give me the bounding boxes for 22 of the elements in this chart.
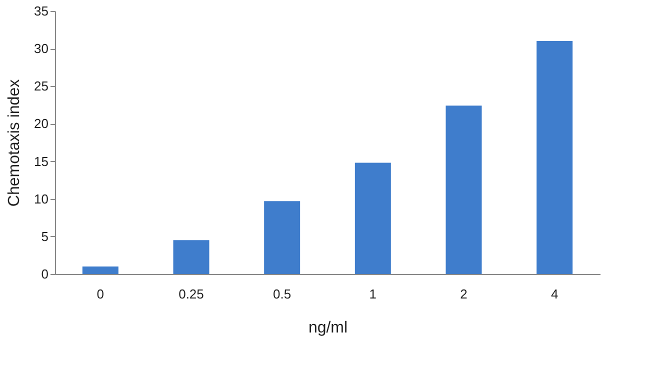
x-tick-label: 0.5: [273, 286, 292, 302]
bar: [173, 240, 210, 274]
x-tick-label: 4: [550, 286, 558, 302]
bar: [446, 106, 482, 274]
y-tick-label: 35: [34, 4, 48, 18]
bar: [264, 201, 300, 274]
y-tick-label: 20: [34, 116, 48, 132]
y-tick-label: 5: [41, 228, 48, 244]
y-tick-label: 10: [34, 191, 48, 206]
bar: [536, 41, 573, 274]
y-tick-label: 30: [34, 41, 48, 56]
y-tick-label: 25: [34, 78, 48, 94]
y-axis-title: Chemotaxis index: [6, 79, 24, 207]
x-tick-label: 0.25: [178, 286, 204, 302]
bar: [82, 266, 118, 274]
x-tick-label: 0: [96, 286, 104, 302]
x-tick-label: 1: [369, 286, 377, 302]
x-axis-title: ng/ml: [308, 320, 348, 336]
bar: [354, 162, 391, 274]
x-tick-label: 2: [460, 286, 468, 302]
y-tick-label: 15: [34, 154, 48, 169]
y-tick-label: 0: [41, 266, 48, 282]
